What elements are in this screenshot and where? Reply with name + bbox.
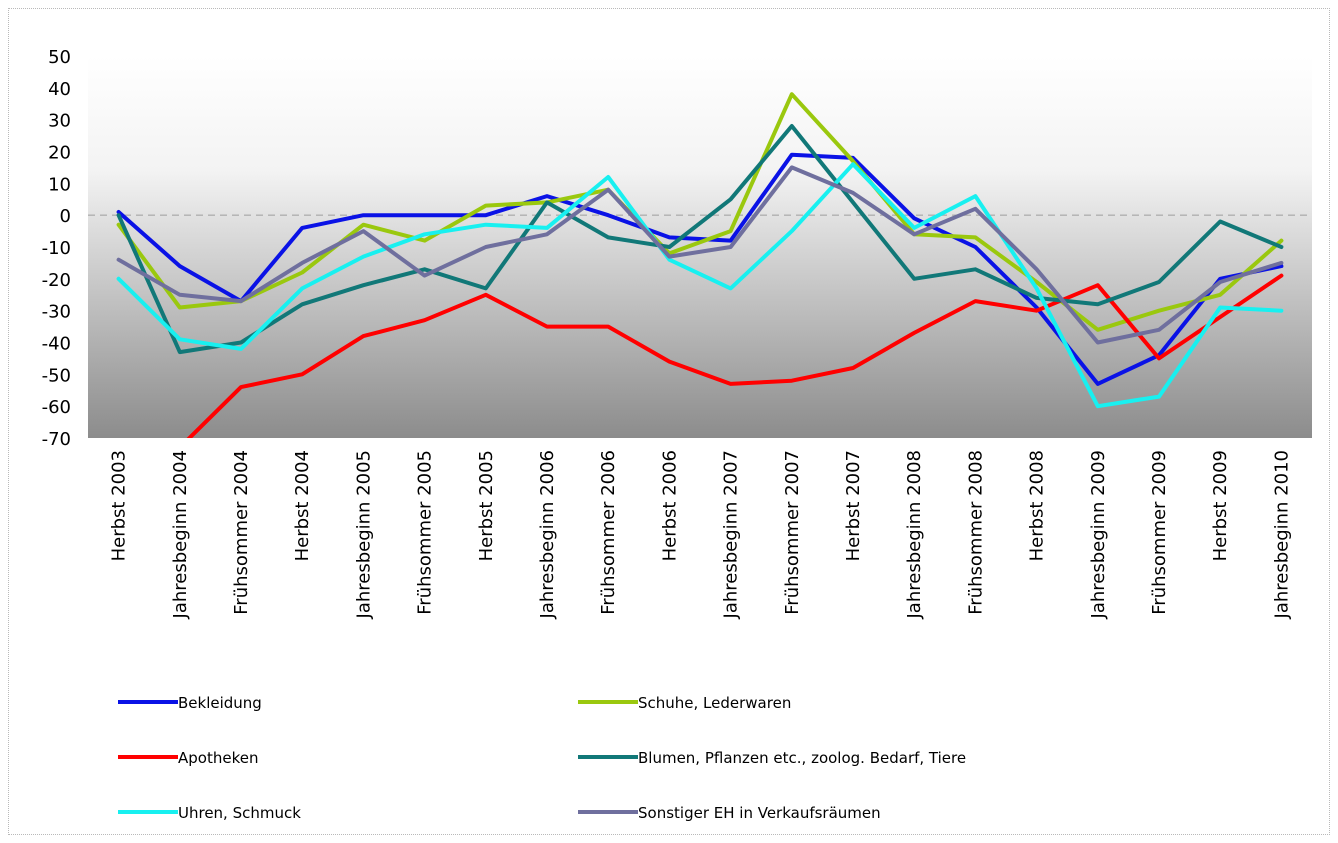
x-tick-label: Jahresbeginn 2010	[1271, 450, 1292, 619]
y-tick-label: 20	[48, 143, 71, 164]
series-line-1	[116, 92, 1284, 332]
series-lines	[116, 92, 1284, 438]
legend: Bekleidung Schuhe, Lederwaren Apotheken Blu…	[118, 694, 966, 822]
x-tick-label: Herbst 2009	[1210, 450, 1231, 561]
x-tick-label: Herbst 2008	[1027, 450, 1048, 561]
legend-label: Uhren, Schmuck	[178, 804, 301, 822]
x-tick-label: Herbst 2006	[659, 450, 680, 561]
y-tick-label: 50	[48, 47, 71, 68]
x-tick-label: Jahresbeginn 2006	[537, 450, 558, 619]
x-tick-label: Herbst 2007	[843, 450, 864, 561]
x-tick-label: Jahresbeginn 2004	[170, 450, 191, 619]
y-tick-label: -70	[42, 429, 71, 450]
y-tick-label: -30	[42, 302, 71, 323]
x-tick-label: Frühsommer 2005	[415, 450, 436, 615]
legend-label: Sonstiger EH in Verkaufsräumen	[638, 804, 881, 822]
y-tick-label: -60	[42, 397, 71, 418]
series-line-0	[116, 152, 1284, 386]
series-line-4	[116, 162, 1284, 409]
x-tick-label: Jahresbeginn 2005	[353, 450, 374, 619]
y-tick-label: -10	[42, 238, 71, 259]
x-tick-label: Frühsommer 2004	[231, 450, 252, 615]
x-tick-label: Jahresbeginn 2009	[1088, 450, 1109, 619]
chart-frame	[8, 8, 1330, 835]
x-axis: Herbst 2003 Jahresbeginn 2004 Frühsommer 2…	[109, 450, 1293, 619]
x-tick-label: Jahresbeginn 2008	[904, 450, 925, 619]
y-tick-label: -40	[42, 334, 71, 355]
legend-label: Bekleidung	[178, 694, 262, 712]
legend-label: Blumen, Pflanzen etc., zoolog. Bedarf, T…	[638, 749, 966, 767]
x-tick-label: Frühsommer 2007	[782, 450, 803, 615]
y-tick-label: -20	[42, 270, 71, 291]
y-tick-label: 0	[60, 206, 71, 227]
x-tick-label: Frühsommer 2009	[1149, 450, 1170, 615]
legend-label: Schuhe, Lederwaren	[638, 694, 791, 712]
legend-label: Apotheken	[178, 749, 258, 767]
series-line-5	[116, 165, 1284, 345]
y-tick-label: -50	[42, 365, 71, 386]
y-axis: 50 40 30 20 10 0 -10 -20 -30 -40 -50 -60 -70	[42, 47, 71, 450]
x-tick-label: Jahresbeginn 2007	[721, 450, 742, 619]
y-tick-label: 10	[48, 174, 71, 195]
series-line-2	[186, 273, 1284, 438]
x-tick-label: Herbst 2004	[292, 450, 313, 561]
y-tick-label: 30	[48, 111, 71, 132]
x-tick-label: Frühsommer 2008	[965, 450, 986, 615]
x-tick-label: Herbst 2005	[476, 450, 497, 561]
x-tick-label: Frühsommer 2006	[598, 450, 619, 615]
x-tick-label: Herbst 2003	[109, 450, 130, 561]
y-tick-label: 40	[48, 79, 71, 100]
series-line-3	[116, 124, 1284, 355]
